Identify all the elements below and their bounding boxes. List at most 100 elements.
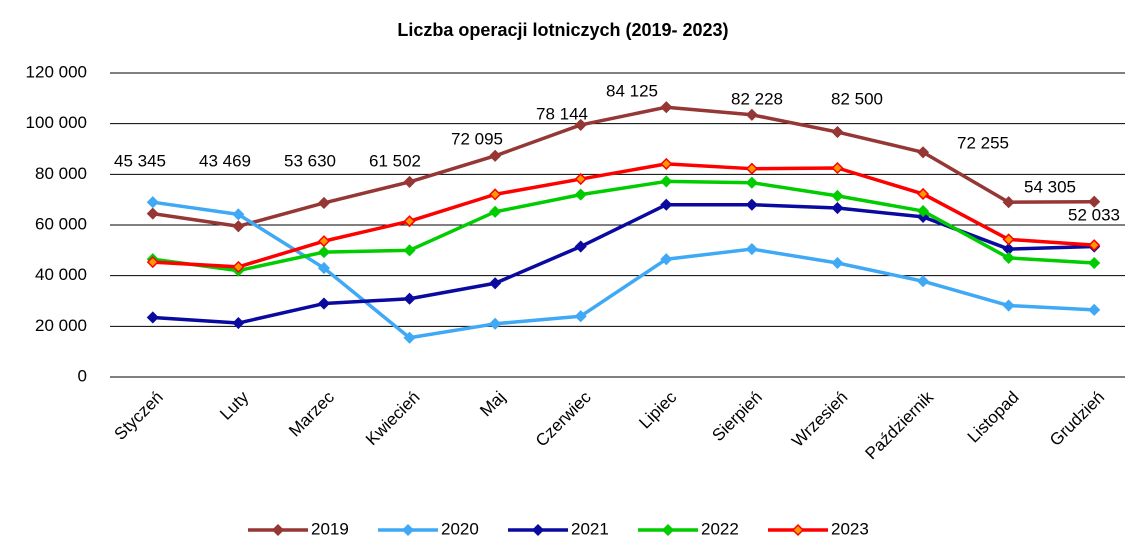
series-line — [152, 202, 1095, 325]
data-point — [403, 331, 416, 344]
data-point — [232, 220, 245, 233]
data-label: 53 630 — [284, 151, 336, 170]
series-line — [152, 162, 1095, 269]
data-point — [232, 260, 245, 273]
legend-label: 2019 — [311, 519, 349, 538]
data-point — [232, 316, 245, 330]
data-point — [916, 205, 930, 218]
x-tick-label: Czerwiec — [532, 387, 595, 450]
data-point — [660, 157, 673, 170]
data-point — [489, 205, 502, 218]
legend-label: 2020 — [441, 519, 479, 538]
legend-label: 2022 — [701, 519, 739, 538]
data-label: 84 125 — [606, 81, 658, 100]
data-point — [831, 256, 844, 270]
data-point — [745, 108, 758, 121]
data-label: 45 345 — [114, 151, 166, 170]
data-point — [831, 125, 844, 139]
data-point — [146, 196, 159, 209]
x-tick-label: Styczeń — [111, 388, 167, 444]
data-label: 72 255 — [957, 133, 1009, 152]
data-point — [660, 175, 673, 188]
data-point — [146, 256, 159, 269]
data-label: 72 095 — [451, 129, 503, 148]
legend-label: 2023 — [831, 519, 869, 538]
data-point — [1088, 239, 1101, 252]
data-point — [489, 149, 502, 162]
data-point — [403, 292, 416, 305]
data-point — [317, 235, 331, 248]
data-point — [574, 172, 587, 186]
data-point — [1002, 233, 1015, 246]
x-tick-label: Sierpień — [708, 388, 766, 446]
data-label: 61 502 — [369, 151, 421, 170]
data-point — [1088, 303, 1101, 316]
data-point — [317, 246, 331, 259]
data-point — [574, 310, 587, 323]
x-tick-label: Lipiec — [635, 387, 680, 432]
data-point — [317, 196, 331, 210]
y-tick-label: 80 000 — [35, 164, 87, 183]
data-point — [574, 188, 587, 201]
data-point — [403, 175, 416, 188]
data-point — [146, 207, 159, 220]
data-point — [745, 243, 758, 256]
data-point — [1088, 256, 1101, 270]
data-point — [489, 277, 502, 290]
data-label: 82 500 — [831, 89, 883, 108]
y-tick-label: 40 000 — [35, 265, 87, 284]
data-point — [660, 253, 673, 266]
data-point — [916, 146, 930, 159]
y-tick-label: 60 000 — [35, 214, 87, 233]
data-point — [660, 101, 673, 114]
data-point — [1002, 299, 1015, 312]
series-line — [152, 179, 1095, 273]
data-point — [916, 187, 930, 201]
data-point — [1088, 195, 1101, 208]
x-tick-label: Kwiecień — [362, 388, 424, 450]
legend-marker — [661, 523, 675, 537]
data-point — [574, 240, 587, 253]
data-point — [489, 317, 502, 330]
x-tick-label: Wrzesień — [788, 388, 851, 451]
y-tick-label: 100 000 — [26, 113, 87, 132]
legend: 2019 2020 2021 2022 2023 — [248, 519, 869, 538]
data-point — [574, 118, 587, 131]
data-label: 82 228 — [731, 89, 783, 108]
chart-title: Liczba operacji lotniczych (2019- 2023) — [397, 20, 728, 40]
x-tick-label: Październik — [861, 387, 937, 463]
y-tick-label: 0 — [78, 366, 87, 385]
data-point — [916, 275, 930, 288]
x-tick-label: Maj — [476, 388, 509, 421]
x-tick-label: Grudzień — [1046, 388, 1108, 450]
data-label: 78 144 — [536, 104, 588, 123]
legend-marker — [791, 523, 805, 537]
data-point — [660, 198, 673, 211]
data-point — [1002, 196, 1015, 209]
legend-marker — [531, 523, 545, 537]
legend-label: 2021 — [571, 519, 609, 538]
data-point — [745, 198, 758, 211]
data-point — [745, 176, 758, 189]
data-label: 52 033 — [1068, 205, 1120, 224]
data-point — [745, 162, 758, 175]
data-label: 54 305 — [1024, 177, 1076, 196]
legend-marker — [271, 523, 285, 537]
data-point — [489, 188, 502, 201]
x-tick-label: Luty — [216, 387, 253, 424]
data-point — [146, 311, 159, 324]
data-point — [403, 215, 416, 228]
y-tick-label: 120 000 — [26, 62, 87, 81]
data-point — [232, 208, 245, 221]
series-line — [152, 200, 1095, 340]
data-point — [317, 262, 331, 275]
y-tick-label: 20 000 — [35, 316, 87, 335]
data-point — [831, 201, 844, 215]
legend-marker — [401, 523, 415, 537]
data-point — [1002, 251, 1015, 264]
data-point — [831, 189, 844, 202]
data-label: 43 469 — [199, 151, 251, 170]
x-tick-label: Marzec — [285, 387, 338, 440]
series-line — [152, 105, 1095, 229]
